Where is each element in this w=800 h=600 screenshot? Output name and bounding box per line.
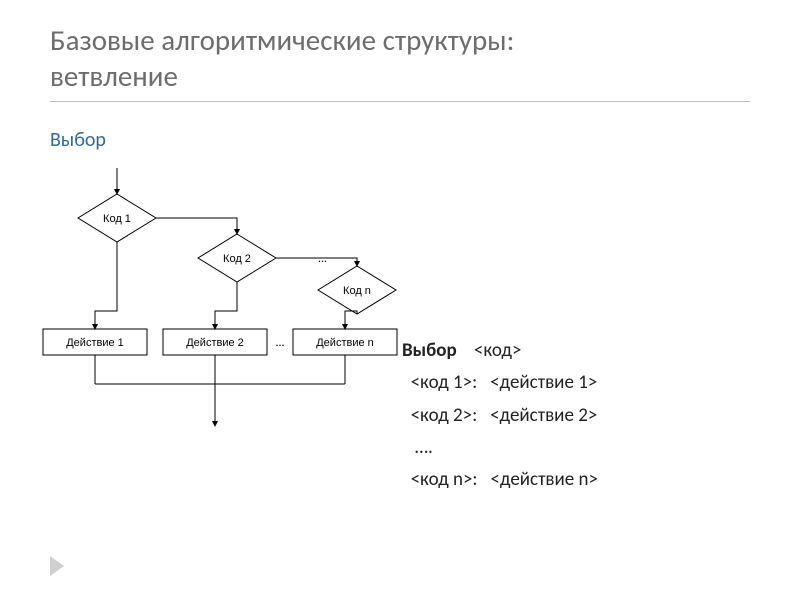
svg-text:...: ... [275, 336, 284, 350]
pseudo-head: <код> [474, 339, 522, 362]
svg-text:Код 1: Код 1 [103, 213, 131, 225]
svg-text:Действие 2: Действие 2 [186, 337, 244, 349]
slide-marker-icon [50, 556, 64, 576]
title-line-1: Базовые алгоритмические структуры: [50, 22, 514, 58]
subtitle: Выбор [50, 128, 106, 152]
page-title: Базовые алгоритмические структуры: ветвл… [50, 22, 750, 102]
pseudo-action-1: <действие 1> [490, 371, 597, 394]
svg-text:Код n: Код n [343, 285, 371, 297]
pseudo-ellipsis: …. [415, 436, 433, 459]
title-line-2: ветвление [50, 58, 178, 94]
pseudo-action-2: <действие 2> [490, 404, 597, 427]
svg-text:Действие n: Действие n [316, 337, 374, 349]
svg-text:Код 2: Код 2 [223, 253, 251, 265]
pseudo-action-n: <действие n> [490, 468, 598, 491]
pseudo-code-1: <код 1>: [411, 371, 478, 394]
pseudo-code-2: <код 2>: [411, 404, 478, 427]
pseudo-code-n: <код n>: [411, 468, 478, 491]
flowchart: ... Код 1 Код 2 Код n Действие 1 Действие 2 Де… [25, 158, 425, 438]
pseudo-keyword: Выбор [402, 339, 457, 362]
pseudocode-block: Выбор <код> <код 1>: <действие 1> <код 2… [402, 335, 758, 496]
svg-text:Действие 1: Действие 1 [66, 337, 124, 349]
svg-text:...: ... [318, 252, 327, 266]
